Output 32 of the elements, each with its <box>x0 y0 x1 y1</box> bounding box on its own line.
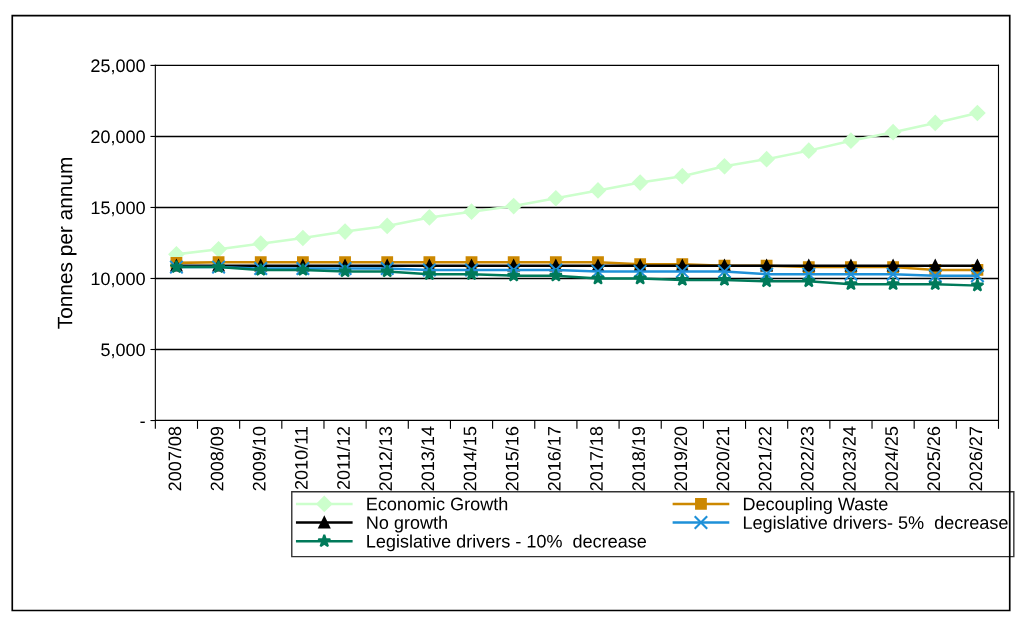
x-tick-label: 2020/21 <box>716 426 730 491</box>
legend-label: Economic Growth <box>367 497 508 511</box>
y-tick-label: 10,000 <box>91 272 145 288</box>
x-tick-label: 2025/26 <box>926 426 941 491</box>
x-tick-label: 2018/19 <box>631 426 645 491</box>
x-tick-label: 2015/16 <box>505 426 519 491</box>
x-tick-label: 2017/18 <box>589 426 603 491</box>
x-tick-label: 2016/17 <box>547 426 561 491</box>
x-tick-label: 2026/27 <box>969 426 983 491</box>
x-tick-label: 2012/13 <box>378 426 393 491</box>
y-axis-title: Tonnes per annum <box>57 158 77 329</box>
y-tick-label: 5,000 <box>101 343 145 359</box>
legend-label: Legislative drivers - 10% decrease <box>367 534 646 552</box>
x-tick-label: 2019/20 <box>673 426 688 491</box>
x-tick-label: 2013/14 <box>420 426 435 491</box>
x-tick-label: 2014/15 <box>463 426 477 491</box>
x-tick-label: 2011/12 <box>336 426 350 490</box>
x-tick-label: 2007/08 <box>168 426 182 491</box>
x-tick-label: 2023/24 <box>842 426 856 491</box>
x-tick-label: 2024/25 <box>884 426 898 491</box>
legend-label: No growth <box>367 515 447 533</box>
x-tick-label: 2009/10 <box>252 426 266 491</box>
legend-label: Decoupling Waste <box>743 497 888 514</box>
legend-label: Legislative drivers- 5% decrease <box>743 515 1008 533</box>
y-tick-label: - <box>140 421 145 423</box>
y-tick-label: 25,000 <box>91 59 145 75</box>
y-tick-label: 15,000 <box>91 201 145 217</box>
x-tick-label: 2021/22 <box>758 426 772 491</box>
x-tick-label: 2022/23 <box>800 426 814 491</box>
x-tick-label: 2008/09 <box>210 426 224 491</box>
x-tick-label: 2010/11 <box>294 426 308 490</box>
y-tick-label: 20,000 <box>91 130 145 146</box>
